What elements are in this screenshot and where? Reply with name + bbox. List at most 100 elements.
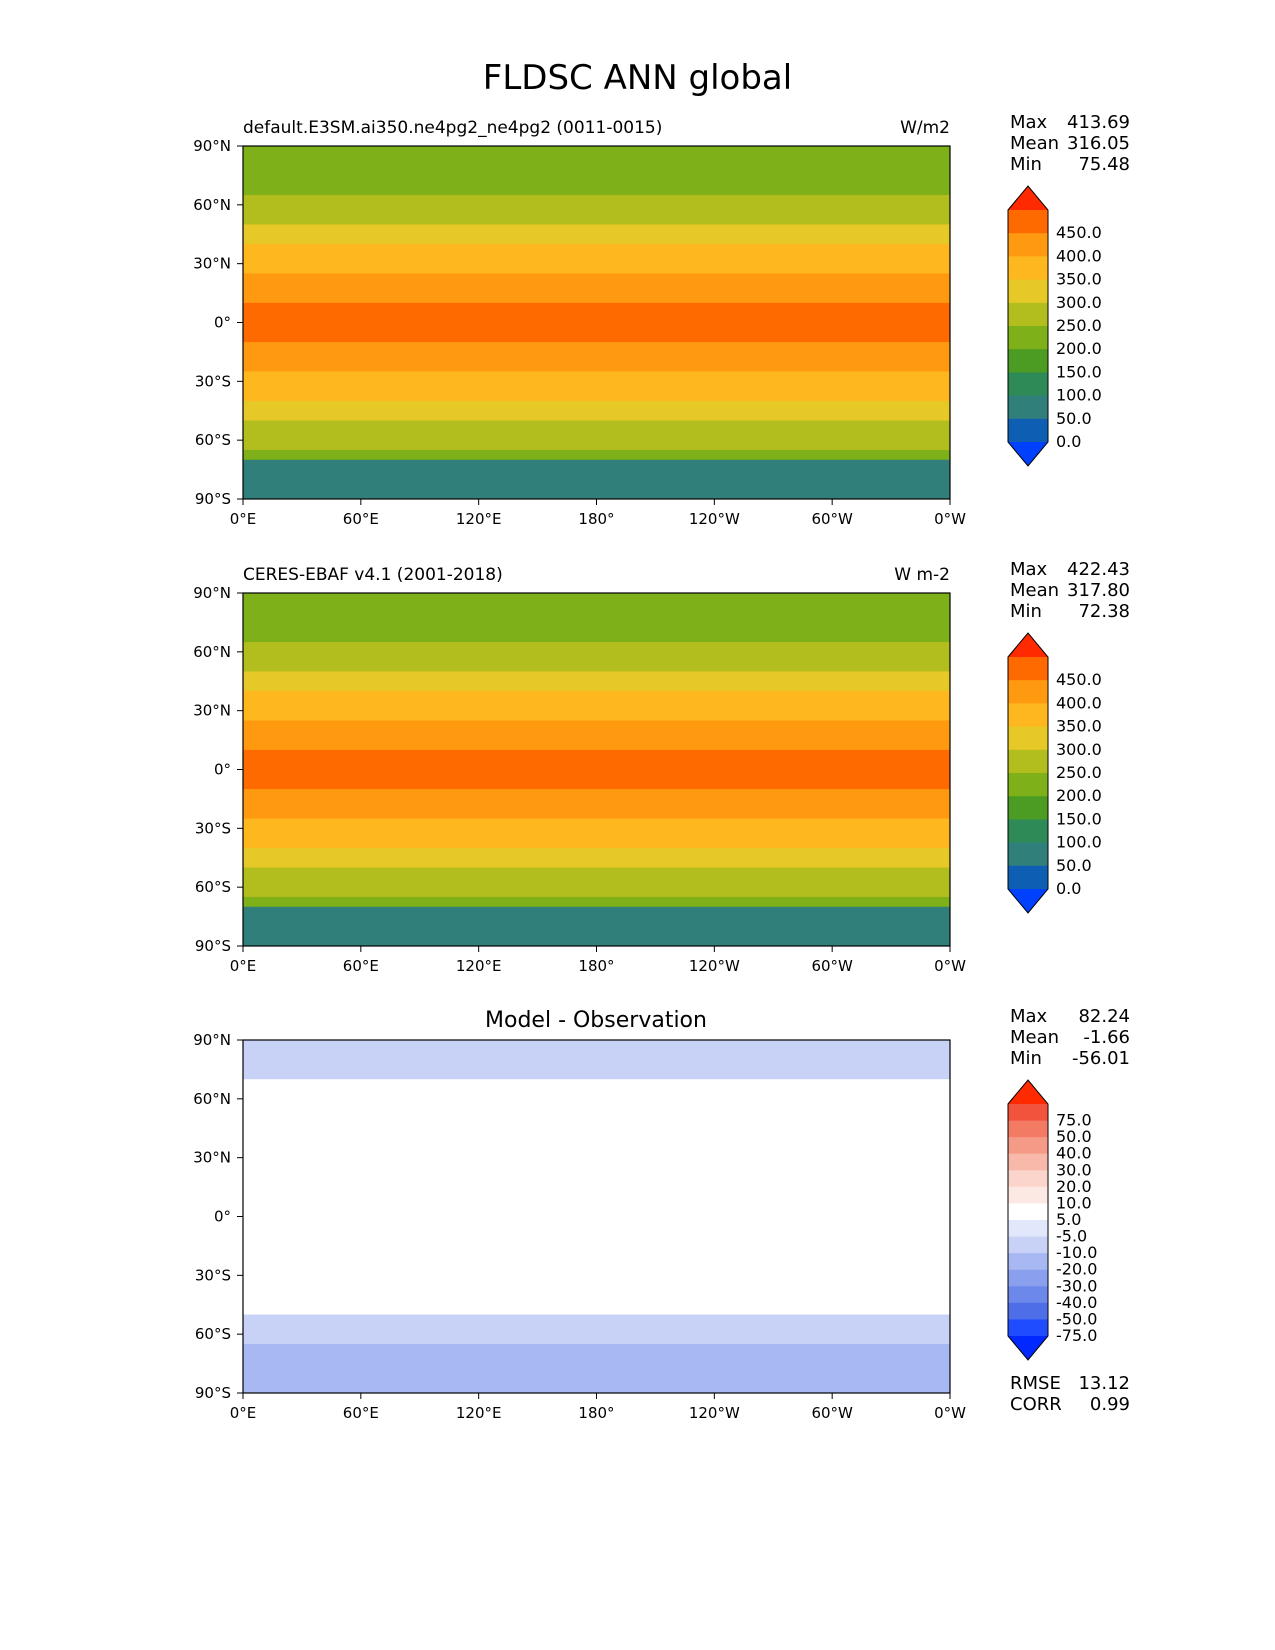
colorbar-label: -30.0	[1056, 1276, 1097, 1295]
lat-tick-label: 60°N	[193, 1090, 231, 1108]
lon-tick-label: 120°E	[456, 1404, 502, 1422]
lon-tick-label: 120°W	[689, 510, 740, 528]
stat-mean-label: Mean	[1010, 1027, 1060, 1048]
map-band	[243, 244, 950, 255]
colorbar-swatch	[1008, 210, 1048, 234]
map-band	[243, 1383, 950, 1394]
lat-tick-label: 60°S	[195, 1325, 231, 1343]
stat-min-label: Min	[1010, 154, 1042, 175]
lon-tick-label: 60°E	[343, 957, 379, 975]
map-band	[243, 1294, 950, 1306]
colorbar-label: 250.0	[1056, 763, 1102, 782]
colorbar-swatch	[1008, 1253, 1048, 1271]
lat-tick-label: 30°S	[195, 1266, 231, 1284]
map-band	[243, 195, 950, 206]
map-band	[243, 175, 950, 186]
map-band	[243, 906, 950, 918]
map-band	[243, 263, 950, 274]
colorbar-swatch	[1008, 1319, 1048, 1337]
contour-map	[242, 592, 951, 947]
colorbar-swatch	[1008, 680, 1048, 704]
map-band	[243, 1245, 950, 1257]
lat-tick-label: 30°N	[193, 702, 231, 720]
figure-title: FLDSC ANN global	[482, 58, 793, 98]
colorbar-label: 450.0	[1056, 223, 1102, 242]
colorbar-extend-max	[1008, 186, 1048, 210]
colorbar-swatch	[1008, 1120, 1048, 1138]
map-band	[243, 926, 950, 937]
colorbar-label: 50.0	[1056, 856, 1092, 875]
map-band	[243, 651, 950, 663]
corr-label: CORR	[1010, 1394, 1062, 1415]
lat-tick-label: 60°N	[193, 196, 231, 214]
map-band	[243, 867, 950, 878]
lat-tick-label: 90°N	[193, 1031, 231, 1049]
colorbar-label: 5.0	[1056, 1210, 1081, 1229]
map-band	[243, 916, 950, 927]
colorbar-swatch	[1008, 1286, 1048, 1304]
map-band	[243, 789, 950, 800]
stat-min-value: 75.48	[1078, 154, 1130, 175]
colorbar-swatch	[1008, 703, 1048, 728]
map-band	[243, 1167, 950, 1178]
map-band	[243, 1177, 950, 1188]
map-band	[243, 234, 950, 245]
lon-tick-label: 60°E	[343, 1404, 379, 1422]
colorbar-label: 100.0	[1056, 386, 1102, 405]
colorbar-label: 150.0	[1056, 809, 1102, 828]
lat-tick-label: 90°S	[195, 937, 231, 955]
colorbar: 450.0 400.0 350.0 300.0 250.0 200.0 150.0 100.0…	[1007, 632, 1102, 914]
colorbar-label: 20.0	[1056, 1177, 1092, 1196]
map-band	[243, 887, 950, 898]
map-band	[243, 430, 950, 441]
lon-tick-label: 120°W	[689, 1404, 740, 1422]
colorbar-swatch	[1008, 796, 1048, 820]
map-band	[243, 224, 950, 235]
colorbar-swatch	[1008, 1186, 1048, 1204]
map-band	[243, 1304, 950, 1316]
map-band	[243, 479, 950, 490]
latitude-axis: 90°N 60°N 30°N 0° 30°S 60°S 90°S	[193, 1031, 243, 1402]
colorbar-label: 0.0	[1056, 432, 1081, 451]
colorbar-swatch	[1008, 1302, 1048, 1320]
lat-tick-label: 90°N	[193, 137, 231, 155]
map-band	[243, 828, 950, 839]
lat-tick-label: 0°	[214, 1208, 231, 1226]
map-band	[243, 1265, 950, 1276]
map-band	[243, 838, 950, 849]
map-band	[243, 185, 950, 196]
map-band	[243, 1255, 950, 1267]
lat-tick-label: 90°S	[195, 490, 231, 508]
stat-max-value: 82.24	[1078, 1006, 1130, 1027]
colorbar-swatch	[1008, 1153, 1048, 1171]
map-band	[243, 1324, 950, 1335]
map-band	[243, 1157, 950, 1168]
colorbar-swatch	[1008, 279, 1048, 304]
map-band	[243, 1108, 950, 1119]
colorbar-label: 40.0	[1056, 1144, 1092, 1163]
map-band	[243, 681, 950, 692]
map-band	[243, 459, 950, 471]
colorbar: 75.050.040.030.020.010.05.0-5.0-10.0-20.…	[1007, 1079, 1097, 1361]
lat-tick-label: 60°S	[195, 431, 231, 449]
lon-tick-label: 120°E	[456, 510, 502, 528]
corr-value: 0.99	[1089, 1394, 1130, 1415]
map-band	[243, 214, 950, 225]
colorbar-label: 200.0	[1056, 339, 1102, 358]
lon-tick-label: 120°E	[456, 957, 502, 975]
colorbar-swatch	[1008, 773, 1048, 797]
stat-max-value: 413.69	[1067, 112, 1130, 133]
rmse-value: 13.12	[1078, 1373, 1130, 1394]
map-band	[243, 1098, 950, 1110]
map-band	[243, 204, 950, 216]
colorbar-swatch	[1008, 726, 1048, 751]
lon-tick-label: 60°W	[811, 1404, 853, 1422]
panel-center-title: Model - Observation	[485, 1008, 707, 1033]
panel-left-title: default.E3SM.ai350.ne4pg2_ne4pg2 (0011-0…	[243, 118, 662, 138]
colorbar-label: 300.0	[1056, 293, 1102, 312]
map-band	[243, 1187, 950, 1198]
colorbar-swatch	[1008, 819, 1048, 844]
panel-left-title: CERES-EBAF v4.1 (2001-2018)	[243, 565, 503, 585]
map-band	[243, 449, 950, 461]
lon-tick-label: 0°E	[230, 1404, 257, 1422]
